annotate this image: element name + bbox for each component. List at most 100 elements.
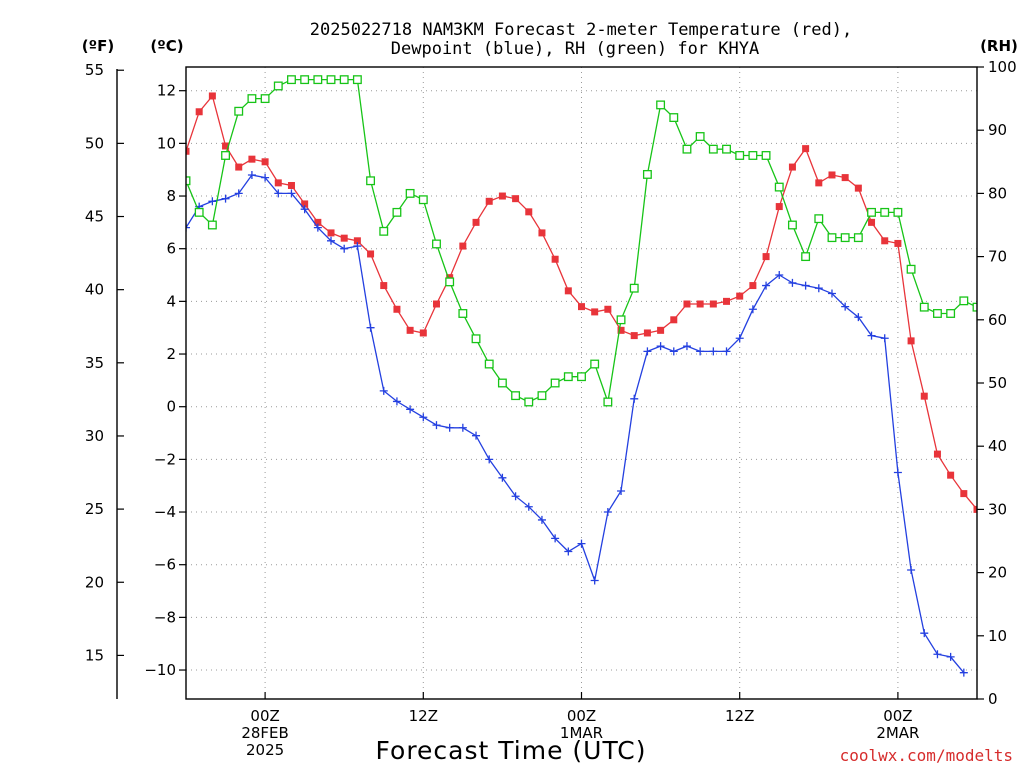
celsius-tick-label: 8 (166, 187, 176, 205)
fahrenheit-tick-label: 50 (85, 134, 104, 152)
rh-point (352, 75, 362, 85)
dewpoint-point (907, 565, 916, 574)
dewpoint-point (537, 515, 546, 524)
temperature-point (419, 329, 427, 337)
rh-point (748, 151, 758, 160)
temperature-point (617, 326, 625, 334)
dewpoint-point (854, 313, 863, 322)
temperature-point (367, 250, 375, 258)
rh-point (366, 176, 376, 186)
rh-point (392, 207, 402, 217)
rh-tick-label: 80 (988, 184, 1007, 202)
dewpoint-point (392, 397, 401, 406)
temperature-point (208, 92, 216, 100)
credit-text: coolwx.com/modelts (840, 746, 1013, 765)
rh-point (853, 233, 863, 243)
temperature-point (657, 326, 665, 334)
temperature-point (287, 182, 295, 189)
rh-point (326, 75, 336, 85)
rh-point (234, 106, 244, 116)
temperature-series (186, 92, 977, 513)
temperature-point (815, 179, 823, 187)
dewpoint-point (775, 271, 784, 280)
dewpoint-point (630, 394, 639, 403)
temperature-point (459, 242, 467, 250)
grid-layer (186, 67, 977, 699)
rh-tick-label: 40 (988, 437, 1007, 455)
fahrenheit-unit-label: (ºF) (82, 37, 114, 55)
rh-point (537, 391, 547, 401)
rh-tick-label: 100 (988, 58, 1017, 76)
temperature-point (907, 337, 915, 345)
temperature-point (498, 192, 506, 200)
time-tick-label: 00Z (567, 707, 596, 725)
dewpoint-point (186, 223, 190, 232)
temperature-point (353, 237, 361, 245)
temperature-point (261, 158, 269, 166)
dewpoint-point (366, 323, 375, 332)
rh-point (919, 302, 929, 312)
rh-point (814, 214, 824, 224)
rh-point (880, 207, 890, 217)
rh-point (669, 113, 679, 123)
dewpoint-point (458, 423, 467, 432)
dewpoint-point (221, 194, 230, 203)
dewpoint-point (247, 170, 256, 179)
dewpoint-point (208, 197, 217, 206)
series-layer (186, 75, 977, 677)
dewpoint-point (564, 547, 573, 556)
rh-point (511, 391, 521, 401)
rh-point (946, 309, 956, 318)
temperature-point (186, 147, 190, 155)
celsius-tick-label: 2 (166, 345, 176, 363)
dewpoint-point (867, 331, 876, 340)
temperature-point (274, 179, 282, 187)
temperature-point (222, 142, 230, 150)
rh-tick-label: 30 (988, 500, 1007, 518)
dewpoint-point (617, 486, 626, 495)
temperature-point (960, 490, 968, 498)
celsius-tick-label: 4 (166, 292, 176, 310)
temperature-point (802, 145, 810, 153)
temperature-point (683, 300, 691, 308)
temperature-point (538, 229, 546, 237)
temperature-point (868, 218, 876, 226)
dewpoint-point (590, 576, 599, 585)
dewpoint-point (748, 305, 757, 314)
rh-point (642, 169, 652, 179)
rh-point (590, 359, 600, 369)
rh-point (432, 239, 441, 249)
time-tick-label: 12Z (409, 707, 438, 725)
celsius-tick-label: −2 (154, 450, 176, 468)
rh-point (933, 309, 942, 318)
dewpoint-point (682, 342, 691, 351)
dewpoint-point (551, 534, 560, 543)
rh-point (735, 151, 745, 160)
temperature-point (723, 297, 731, 305)
celsius-tick-label: −4 (154, 503, 176, 521)
temperature-point (564, 287, 572, 295)
temperature-point (393, 305, 401, 313)
temperature-point (380, 282, 388, 290)
rh-point (186, 176, 191, 186)
fahrenheit-tick-label: 45 (85, 208, 104, 226)
temperature-point (406, 326, 414, 334)
rh-point (787, 220, 797, 230)
dewpoint-point (353, 242, 362, 251)
dewpoint-point (722, 347, 731, 356)
rh-point (801, 252, 811, 262)
temperature-point (643, 329, 651, 337)
temperature-point (736, 292, 744, 300)
temperature-point (512, 195, 520, 203)
dewpoint-point (959, 668, 968, 677)
rh-point (629, 283, 639, 293)
dewpoint-point (827, 289, 836, 298)
temperature-point (920, 392, 928, 400)
rh-point (484, 359, 494, 369)
rh-point (577, 372, 586, 382)
rh-point (524, 397, 534, 407)
temperature-point (762, 253, 770, 261)
time-tick-label: 12Z (725, 707, 754, 725)
